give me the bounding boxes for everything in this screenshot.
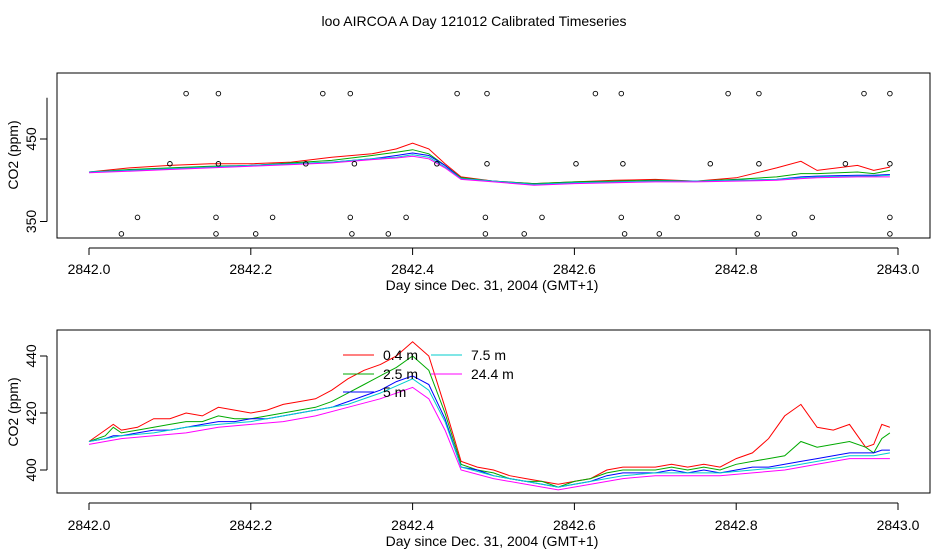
top-marker-point (618, 214, 625, 221)
top-plot-points (118, 90, 893, 237)
top-marker-point (674, 214, 680, 221)
bottom-series-5-m (88, 375, 890, 488)
top-marker-point (842, 161, 849, 167)
bottom-x-tick-label: 2842.6 (553, 517, 596, 533)
top-marker-point (809, 214, 815, 221)
bottom-series-7-5-m (88, 378, 890, 488)
figure-title: loo AIRCOA A Day 121012 Calibrated Times… (321, 13, 626, 29)
top-x-tick-label: 2842.6 (553, 261, 596, 277)
top-marker-point (887, 231, 893, 237)
bottom-y-axis: 400 420 440 (23, 344, 48, 482)
top-marker-point (385, 231, 392, 237)
legend: 0.4 m 2.5 m 5 m 7.5 m 24.4 m (343, 347, 514, 400)
bottom-y-axis-label: CO2 (ppm) (5, 377, 21, 446)
top-x-tick-label: 2842.4 (391, 261, 434, 277)
top-marker-point (484, 161, 490, 167)
top-marker-point (183, 90, 189, 97)
top-marker-point (861, 90, 867, 97)
top-x-axis-label: Day since Dec. 31, 2004 (GMT+1) (386, 277, 599, 293)
top-marker-point (349, 231, 355, 237)
top-marker-point (434, 161, 440, 167)
bottom-x-tick-label: 2842.8 (715, 517, 758, 533)
legend-label: 0.4 m (383, 347, 418, 363)
top-x-tick-label: 2843.0 (877, 261, 920, 277)
bottom-x-axis-label: Day since Dec. 31, 2004 (GMT+1) (386, 533, 599, 549)
top-marker-point (620, 161, 626, 167)
top-y-tick-label: 350 (23, 210, 39, 234)
top-marker-point (134, 214, 141, 221)
top-marker-point (215, 90, 222, 97)
top-marker-point (756, 161, 762, 167)
top-marker-point (756, 90, 762, 97)
legend-label: 5 m (383, 384, 406, 400)
top-marker-point (756, 214, 762, 221)
top-marker-point (118, 231, 125, 237)
top-marker-point (618, 90, 625, 97)
bottom-plot-frame (56, 329, 931, 494)
top-marker-point (573, 161, 579, 167)
top-marker-point (403, 214, 409, 221)
top-marker-point (482, 231, 489, 237)
top-marker-point (592, 90, 599, 97)
top-marker-point (707, 161, 714, 167)
top-marker-point (539, 214, 545, 221)
top-marker-point (213, 231, 219, 237)
top-marker-point (484, 90, 490, 97)
top-y-axis-label: CO2 (ppm) (5, 120, 21, 189)
bottom-y-tick-label: 440 (23, 344, 39, 368)
top-plot-series (88, 142, 890, 186)
top-panel: 2842.0 2842.2 2842.4 2842.6 2842.8 2843.0 350… (5, 72, 931, 293)
top-marker-point (621, 231, 628, 237)
top-marker-point (167, 161, 173, 167)
top-x-tick-label: 2842.2 (229, 261, 272, 277)
top-marker-point (303, 161, 309, 167)
bottom-y-tick-label: 420 (23, 401, 39, 425)
legend-label: 2.5 m (383, 366, 418, 382)
top-series-3 (88, 154, 890, 185)
top-marker-point (351, 161, 358, 167)
bottom-x-tick-label: 2842.2 (229, 517, 272, 533)
bottom-y-tick-label: 400 (23, 458, 39, 482)
top-marker-point (347, 90, 354, 97)
top-marker-point (521, 231, 527, 237)
bottom-panel: 2842.0 2842.2 2842.4 2842.6 2842.8 2843.0 400… (5, 329, 931, 549)
top-marker-point (725, 90, 731, 97)
top-marker-point (887, 161, 893, 167)
bottom-plot-series (88, 341, 891, 491)
top-marker-point (320, 90, 326, 97)
top-marker-point (887, 214, 893, 221)
top-marker-point (347, 214, 354, 221)
bottom-x-tick-label: 2843.0 (877, 517, 920, 533)
top-y-tick-label: 450 (23, 127, 39, 151)
top-marker-point (656, 231, 663, 237)
top-marker-point (213, 214, 219, 221)
bottom-x-axis: 2842.0 2842.2 2842.4 2842.6 2842.8 2843.0 (68, 502, 920, 533)
top-x-axis: 2842.0 2842.2 2842.4 2842.6 2842.8 2843.0 (68, 247, 920, 277)
top-marker-point (887, 90, 893, 97)
top-marker-point (454, 90, 460, 97)
top-y-axis: 350 450 (23, 97, 48, 234)
top-marker-point (252, 231, 259, 237)
top-marker-point (791, 231, 798, 237)
bottom-series-0-4-m (88, 341, 891, 485)
legend-label: 7.5 m (471, 347, 506, 363)
top-marker-point (215, 161, 222, 167)
top-x-tick-label: 2842.0 (68, 261, 111, 277)
legend-label: 24.4 m (471, 366, 514, 382)
top-plot-frame (56, 72, 931, 239)
top-marker-point (482, 214, 489, 221)
bottom-x-tick-label: 2842.0 (68, 517, 111, 533)
top-x-tick-label: 2842.8 (715, 261, 758, 277)
top-marker-point (269, 214, 276, 221)
bottom-series-2-5-m (88, 355, 891, 488)
top-series-4 (88, 155, 890, 186)
bottom-series-24-4-m (88, 386, 890, 491)
top-marker-point (754, 231, 760, 237)
bottom-x-tick-label: 2842.4 (391, 517, 434, 533)
